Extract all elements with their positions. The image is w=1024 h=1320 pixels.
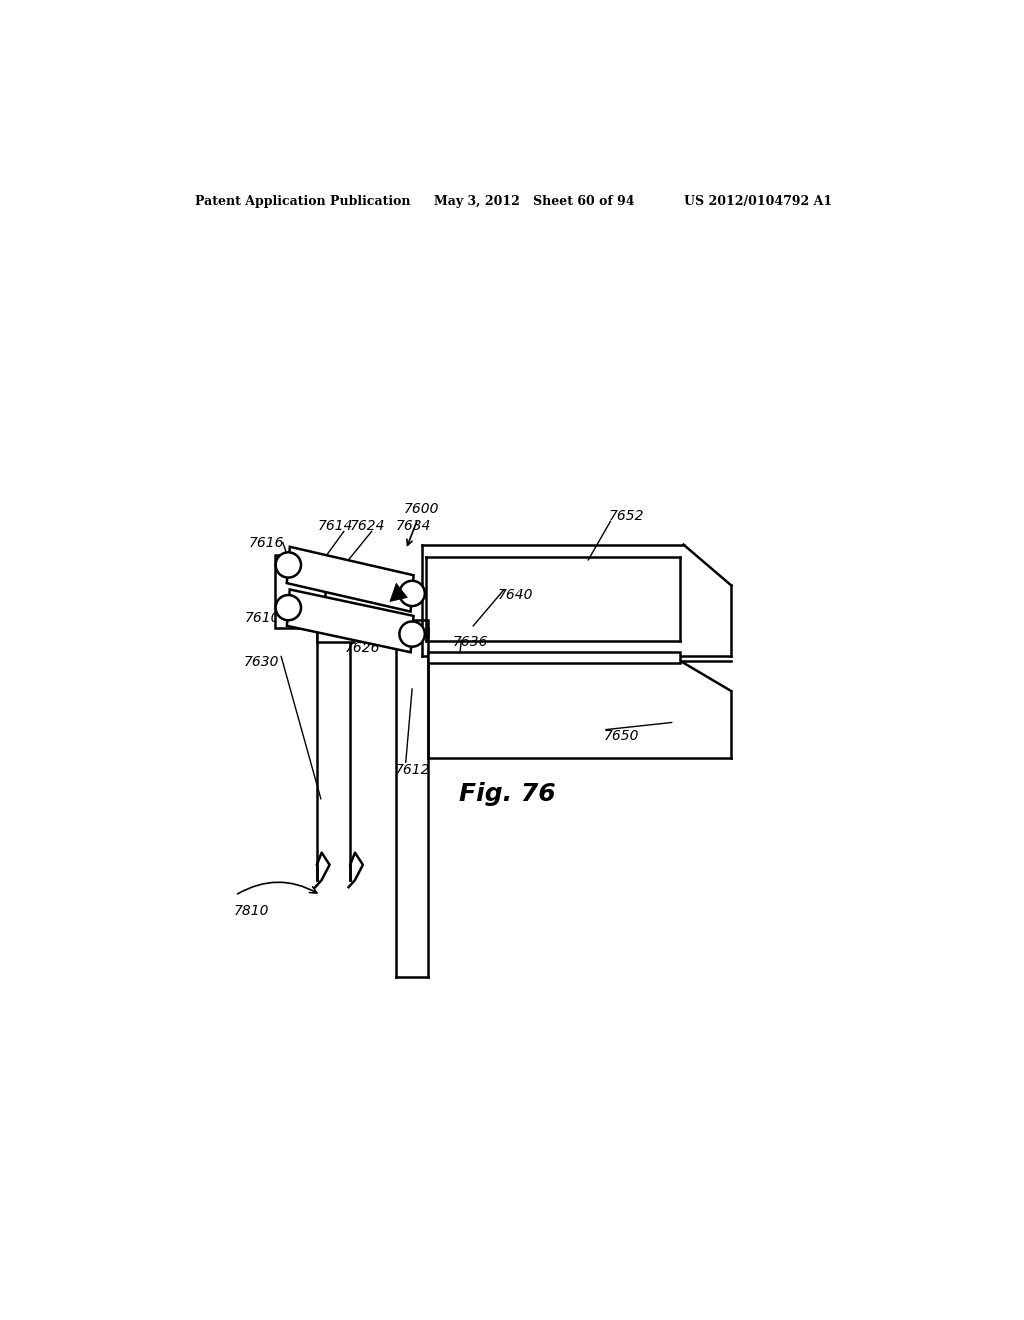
Text: 7634: 7634 (396, 519, 431, 533)
Text: US 2012/0104792 A1: US 2012/0104792 A1 (684, 194, 831, 207)
Text: 7616: 7616 (249, 536, 285, 549)
Ellipse shape (275, 595, 301, 620)
Text: May 3, 2012   Sheet 60 of 94: May 3, 2012 Sheet 60 of 94 (433, 194, 634, 207)
Polygon shape (287, 590, 414, 652)
Text: 7624: 7624 (350, 519, 385, 533)
Text: Patent Application Publication: Patent Application Publication (196, 194, 411, 207)
Text: Fig. 76: Fig. 76 (459, 781, 556, 805)
Text: 7614: 7614 (318, 519, 353, 533)
Text: 7652: 7652 (608, 510, 644, 523)
Bar (350, 620, 428, 636)
Ellipse shape (399, 581, 425, 606)
Text: 7612: 7612 (394, 763, 430, 777)
Bar (274, 554, 325, 628)
Text: 7600: 7600 (403, 502, 439, 516)
Ellipse shape (275, 552, 301, 578)
Bar (316, 620, 354, 643)
Text: 7626: 7626 (344, 642, 380, 655)
Ellipse shape (399, 622, 425, 647)
Polygon shape (390, 583, 408, 602)
Text: 7610: 7610 (245, 611, 281, 624)
Text: 7636: 7636 (453, 635, 488, 649)
Text: 7650: 7650 (604, 729, 639, 743)
Bar (428, 652, 680, 663)
Text: 7640: 7640 (498, 589, 534, 602)
Text: 7630: 7630 (244, 655, 280, 668)
Polygon shape (287, 546, 414, 611)
Text: 7810: 7810 (233, 903, 268, 917)
